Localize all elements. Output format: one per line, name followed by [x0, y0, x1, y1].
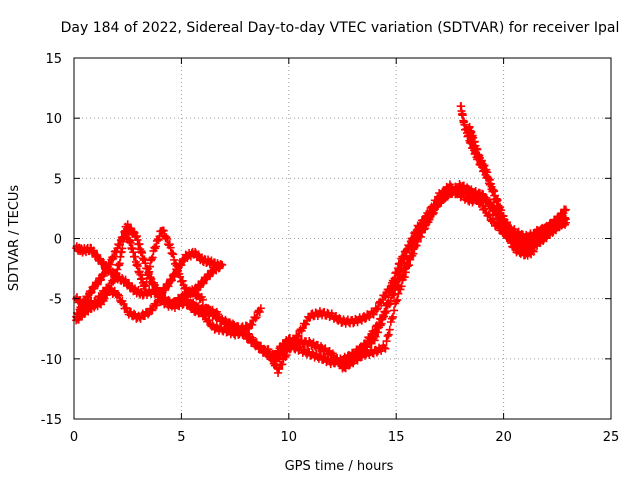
axis-ticks: 0 5 10 15 20 25 -15 -10 -5 0 5 10 15 [41, 52, 620, 445]
series-track-9 [338, 180, 454, 373]
series-track-8 [263, 182, 570, 377]
y-axis-label: SDTVAR / TECUs [7, 185, 22, 292]
data-point-markers [263, 182, 570, 377]
y-tick-label: -15 [41, 413, 62, 428]
x-tick-label: 15 [388, 430, 405, 445]
y-tick-label: -10 [41, 353, 62, 368]
x-tick-label: 0 [70, 430, 78, 445]
y-tick-label: 5 [54, 172, 62, 187]
data-point-markers [188, 185, 570, 372]
y-tick-label: 15 [45, 52, 62, 67]
series-track-11 [465, 122, 538, 260]
data-point-markers [465, 122, 538, 260]
chart-title: Day 184 of 2022, Sidereal Day-to-day VTE… [61, 20, 620, 36]
x-axis-label: GPS time / hours [285, 459, 394, 474]
y-tick-label: 10 [45, 112, 62, 127]
data-point-markers [338, 180, 454, 373]
x-tick-label: 20 [495, 430, 512, 445]
data-marks [72, 102, 570, 377]
data-point-markers [456, 102, 568, 254]
x-tick-label: 5 [177, 430, 185, 445]
series-track-6 [188, 185, 570, 372]
y-tick-label: -5 [49, 293, 62, 308]
series-track-10 [456, 102, 568, 254]
x-tick-label: 10 [281, 430, 298, 445]
x-tick-label: 25 [603, 430, 620, 445]
y-tick-label: 0 [54, 233, 62, 248]
